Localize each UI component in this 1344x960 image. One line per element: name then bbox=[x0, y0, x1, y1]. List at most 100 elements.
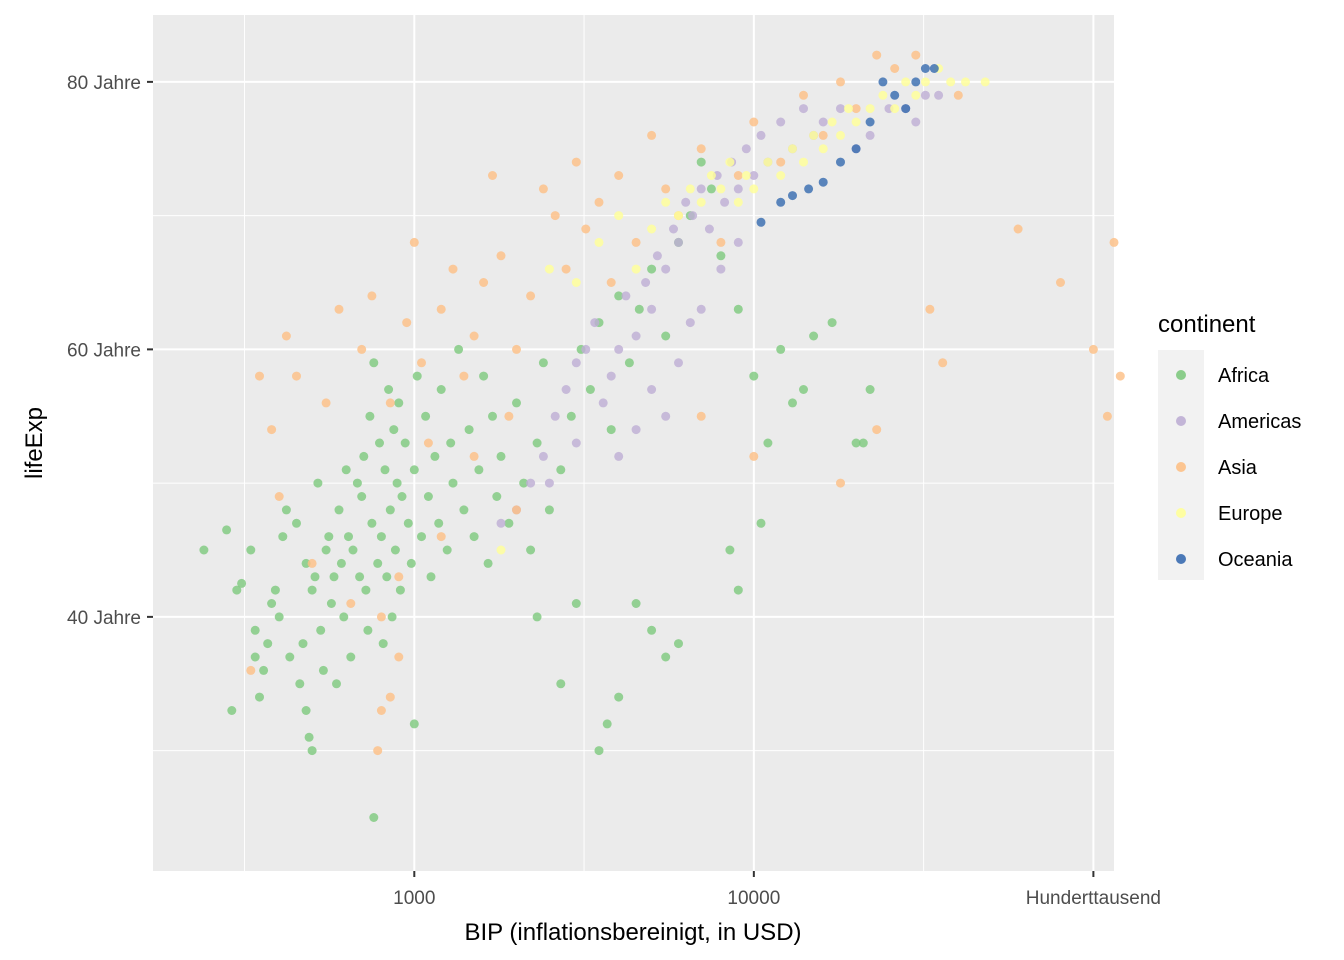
plot-panel bbox=[153, 15, 1114, 871]
data-point bbox=[417, 358, 426, 368]
data-point bbox=[526, 478, 536, 488]
y-axis: 40 Jahre 60 Jahre 80 Jahre bbox=[67, 73, 153, 629]
data-point bbox=[496, 545, 506, 555]
data-point bbox=[706, 171, 716, 180]
data-point bbox=[246, 665, 256, 675]
data-point bbox=[602, 719, 612, 729]
data-point bbox=[749, 171, 759, 180]
data-point bbox=[483, 558, 493, 568]
data-point bbox=[827, 318, 837, 328]
data-point bbox=[376, 706, 386, 715]
data-point bbox=[688, 211, 698, 221]
data-point bbox=[799, 385, 808, 394]
data-point bbox=[614, 171, 624, 180]
data-point bbox=[581, 344, 591, 354]
data-point bbox=[199, 545, 209, 555]
data-point bbox=[756, 217, 766, 227]
grid-minor bbox=[153, 15, 1114, 871]
data-point bbox=[571, 438, 581, 448]
data-point bbox=[394, 398, 404, 408]
data-point bbox=[763, 438, 773, 448]
data-point bbox=[716, 184, 726, 194]
legend-label: Asia bbox=[1218, 457, 1258, 479]
data-point bbox=[1013, 224, 1023, 234]
legend-label: Americas bbox=[1218, 411, 1301, 433]
data-point bbox=[346, 652, 356, 662]
data-point bbox=[417, 532, 426, 542]
data-point bbox=[681, 197, 691, 207]
data-point bbox=[872, 50, 882, 60]
data-point bbox=[403, 518, 413, 528]
data-point bbox=[504, 411, 514, 421]
legend-key bbox=[1176, 370, 1186, 380]
data-point bbox=[307, 746, 317, 756]
data-point bbox=[685, 318, 695, 328]
data-point bbox=[674, 358, 683, 368]
data-point bbox=[647, 224, 657, 234]
data-point bbox=[373, 746, 383, 756]
data-point bbox=[326, 599, 336, 608]
data-point bbox=[556, 679, 566, 689]
legend-key bbox=[1176, 416, 1186, 426]
data-point bbox=[357, 492, 367, 501]
data-point bbox=[696, 184, 706, 194]
data-point bbox=[436, 532, 446, 542]
data-point bbox=[246, 545, 256, 555]
data-point bbox=[382, 572, 392, 582]
data-point bbox=[594, 746, 604, 756]
data-point bbox=[716, 264, 726, 274]
data-point bbox=[685, 184, 695, 194]
legend-label: Europe bbox=[1218, 503, 1283, 525]
data-point bbox=[756, 518, 766, 528]
data-point bbox=[788, 398, 797, 408]
data-point bbox=[818, 144, 828, 154]
data-point bbox=[469, 451, 479, 461]
data-point bbox=[725, 157, 735, 167]
data-point bbox=[1088, 344, 1098, 354]
data-point bbox=[488, 171, 497, 180]
data-point bbox=[402, 318, 412, 328]
legend-key bbox=[1176, 508, 1186, 518]
data-point bbox=[459, 505, 469, 515]
data-point bbox=[339, 612, 349, 622]
data-point bbox=[614, 344, 624, 354]
legend: continent Africa Americas Asia Europe Oceani… bbox=[1158, 311, 1301, 580]
data-point bbox=[292, 371, 301, 381]
data-point bbox=[270, 585, 280, 595]
data-point bbox=[421, 411, 431, 421]
data-point bbox=[920, 77, 930, 87]
data-point bbox=[479, 278, 489, 287]
data-point bbox=[696, 144, 706, 154]
data-point bbox=[763, 157, 773, 167]
data-point bbox=[394, 572, 404, 582]
data-point bbox=[392, 478, 402, 488]
data-point bbox=[661, 652, 671, 662]
data-point bbox=[334, 304, 344, 314]
data-point bbox=[532, 438, 542, 448]
data-point bbox=[344, 532, 353, 542]
data-point bbox=[385, 692, 395, 702]
data-points bbox=[199, 50, 1125, 822]
data-point bbox=[544, 478, 554, 488]
data-point bbox=[851, 438, 861, 448]
data-point bbox=[332, 679, 341, 689]
data-point bbox=[598, 398, 608, 408]
data-point bbox=[561, 264, 571, 274]
data-point bbox=[647, 304, 657, 314]
data-point bbox=[430, 451, 440, 461]
data-point bbox=[961, 77, 970, 87]
data-point bbox=[434, 518, 444, 528]
data-point bbox=[836, 77, 845, 87]
data-point bbox=[749, 117, 759, 127]
data-point bbox=[733, 184, 743, 194]
data-point bbox=[346, 599, 356, 608]
data-point bbox=[674, 237, 683, 247]
data-point bbox=[614, 692, 624, 702]
data-point bbox=[836, 130, 845, 140]
data-point bbox=[496, 518, 506, 528]
data-point bbox=[624, 358, 634, 368]
data-point bbox=[696, 157, 706, 167]
data-point bbox=[696, 197, 706, 207]
data-point bbox=[448, 264, 458, 274]
data-point bbox=[334, 505, 344, 515]
